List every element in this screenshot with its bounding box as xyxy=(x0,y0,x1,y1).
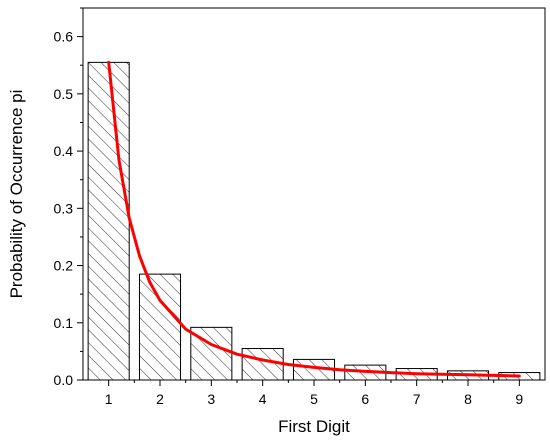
y-tick-label: 0.3 xyxy=(54,200,74,216)
bar-digit-2 xyxy=(138,273,182,381)
bar-digit-4 xyxy=(241,348,284,381)
bars xyxy=(87,61,541,381)
fit-curve-line xyxy=(107,60,521,378)
y-tick-label: 0.5 xyxy=(54,86,74,102)
x-tick-label: 9 xyxy=(515,391,523,407)
x-axis-ticks: 1 2 3 4 5 6 7 8 9 xyxy=(105,380,523,407)
y-tick-label: 0.6 xyxy=(54,29,74,45)
x-tick-label: 1 xyxy=(105,391,113,407)
y-tick-label: 0.2 xyxy=(54,258,74,274)
fit-curve-layer xyxy=(107,60,521,378)
x-tick-label: 3 xyxy=(207,391,215,407)
y-tick-label: 0.4 xyxy=(54,143,74,159)
x-axis-title: First Digit xyxy=(278,417,350,436)
y-tick-label: 0.1 xyxy=(54,315,74,331)
x-tick-label: 2 xyxy=(156,391,164,407)
bar-digit-1 xyxy=(87,61,130,381)
y-tick-label: 0.0 xyxy=(54,372,74,388)
x-tick-label: 7 xyxy=(413,391,421,407)
y-axis-title: Probability of Occurrence pi xyxy=(7,90,26,299)
x-tick-label: 5 xyxy=(310,391,318,407)
x-tick-label: 4 xyxy=(259,391,267,407)
x-tick-label: 6 xyxy=(361,391,369,407)
y-axis-ticks: 0.0 0.1 0.2 0.3 0.4 0.5 0.6 xyxy=(54,7,83,388)
x-tick-label: 8 xyxy=(464,391,472,407)
